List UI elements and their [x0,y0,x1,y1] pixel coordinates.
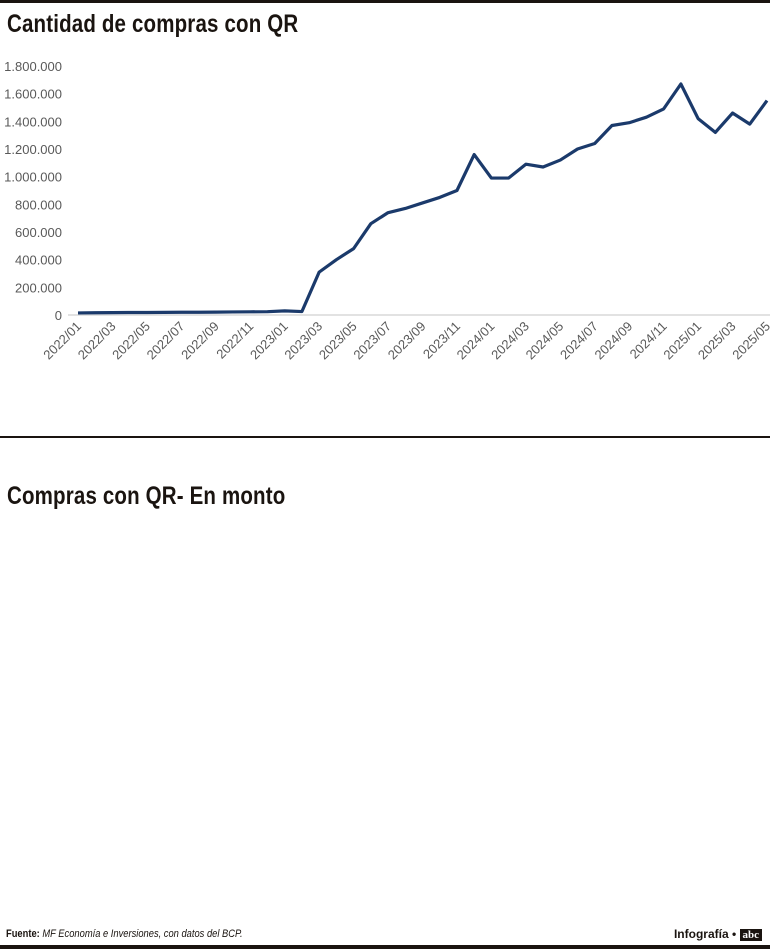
abc-logo: abc [739,929,762,941]
chart-title-amount: Compras con QR- En monto [7,482,286,510]
chart-amount: -50.000100.000150.000200.000250.0002022/… [0,0,770,480]
bottom-rule [0,945,770,949]
source-label: Fuente: [6,928,40,940]
chart-count: 0 200.000 400.000 600.000 800.000 1.000.000 1.… [4,59,770,362]
y-tick-label: 1.800.000 [4,59,62,74]
section-divider [0,436,770,438]
y-tick-label: 200.000 [15,280,62,295]
credit-text: Infografía • [673,927,737,941]
source-note: Fuente: MF Economía e Inversiones, con d… [6,928,243,940]
credit: Infografía • abc [674,927,762,941]
y-tick-label: 1.600.000 [4,87,62,102]
y-tick-label: 800.000 [15,197,62,212]
y-tick-label: 1.000.000 [4,170,62,185]
y-tick-label: 1.200.000 [4,142,62,157]
y-tick-label: 1.400.000 [4,114,62,129]
top-rule [0,0,770,3]
y-tick-label: 400.000 [15,253,62,268]
y-tick-label: 0 [55,308,62,323]
source-text: MF Economía e Inversiones, con datos del… [42,928,243,940]
y-tick-label: 600.000 [15,225,62,240]
chart-title-count: Cantidad de compras con QR [7,10,299,38]
